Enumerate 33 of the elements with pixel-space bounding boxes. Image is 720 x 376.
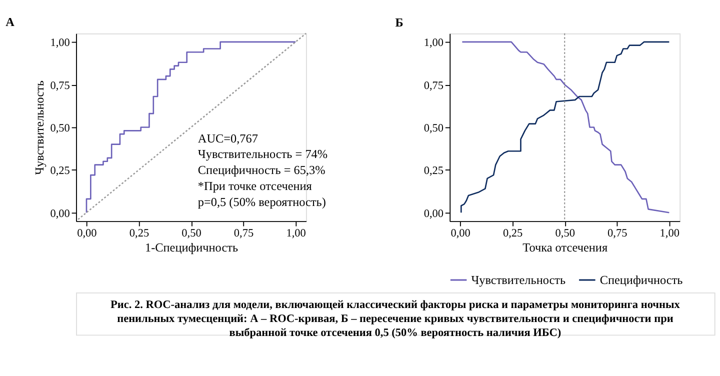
y-tick-label: 0,00: [424, 208, 444, 220]
x-tick-label: 0,25: [502, 228, 524, 240]
x-axis-title: 1-Специфичность: [144, 240, 238, 255]
legend-label: Специфичность: [600, 272, 684, 287]
y-tick-label: 1,00: [424, 37, 444, 50]
chart-title: А: [6, 15, 15, 30]
annotation: p=0,5 (50% вероятность): [198, 195, 326, 210]
x-tick-label: 0,50: [182, 228, 202, 240]
y-axis-title: Чувствительность: [32, 80, 47, 175]
y-tick-label: 0,00: [50, 208, 70, 220]
text: Рис. 2. ROC-анализ для модели, включающей классический факторы риска и параметры мониторинга ночных пенильных тумесценций: А – ROC-кривая, Б – пересечение кривых чувствительности и специфичности при выбранной точке отсечения 0,5 (50% вероятность наличия ИБС): [110, 298, 680, 340]
y-tick-label: 0,25: [424, 165, 444, 178]
x-tick-label: 0,50: [555, 228, 576, 240]
annotation: *При точке отсечения: [198, 179, 312, 194]
legend-label: Чувствительность: [471, 272, 566, 287]
y-tick-label: 0,50: [424, 122, 444, 134]
y-tick-label: 0,75: [424, 80, 444, 92]
x-tick-label: 0,00: [450, 228, 471, 240]
annotation: Чувствительность = 74%: [198, 147, 328, 162]
x-tick-label: 0,00: [77, 228, 98, 240]
annotation: AUC=0,767: [198, 131, 258, 146]
x-tick-label: 0,25: [129, 228, 150, 240]
chart-title: Б: [395, 15, 404, 30]
y-tick-label: 0,75: [50, 80, 70, 92]
y-tick-label: 0,50: [50, 122, 70, 134]
y-tick-label: 0,25: [50, 165, 70, 178]
x-tick-label: 1,00: [286, 228, 306, 240]
y-tick-label: 1,00: [50, 37, 70, 50]
x-tick-label: 0,75: [608, 228, 628, 240]
annotation: Специфичность = 65,3%: [198, 163, 326, 178]
x-tick-label: 1,00: [660, 228, 680, 240]
x-axis-title: Точка отсечения: [522, 240, 608, 255]
x-tick-label: 0,75: [234, 228, 254, 240]
